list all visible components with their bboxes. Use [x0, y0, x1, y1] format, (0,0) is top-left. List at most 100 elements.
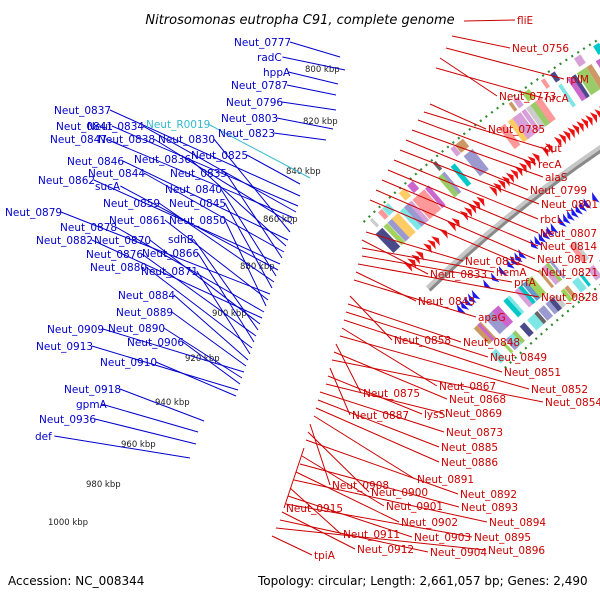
gene-label: tpiA	[314, 550, 336, 562]
feature-block	[503, 296, 523, 318]
feature-block	[545, 262, 563, 282]
gene-label: Neut_0840	[165, 184, 222, 196]
feature-block	[442, 171, 462, 194]
gene-label: Neut_0891	[417, 474, 474, 486]
forward-gene-arrow	[439, 228, 448, 239]
forward-gene-arrow	[545, 143, 553, 154]
feature-block	[540, 78, 550, 89]
leader-line	[189, 158, 287, 247]
gene-label: Neut_0838	[98, 134, 155, 146]
gene-label: Neut_0787	[231, 80, 288, 92]
leader-line	[281, 101, 337, 111]
leader-line	[225, 172, 283, 259]
gene-label: Neut_R0019	[146, 119, 210, 131]
leader-line	[275, 527, 487, 551]
gene-label: Neut_0885	[441, 442, 498, 454]
reverse-gene-arrow	[483, 279, 492, 290]
feature-block	[383, 223, 406, 246]
genome-backbone	[428, 150, 600, 292]
gene-label: Neut_0830	[158, 134, 215, 146]
gene-label: Neut_0875	[363, 388, 420, 400]
feature-block	[573, 54, 586, 67]
leader-line	[347, 303, 462, 343]
feature-block	[560, 288, 573, 302]
tick-label: 880 kbp	[240, 262, 275, 272]
leader-line	[365, 231, 464, 262]
reverse-gene-arrow	[542, 229, 551, 240]
gene-label: gpmA	[76, 399, 108, 411]
leader-line	[381, 179, 539, 247]
feature-block	[530, 100, 552, 127]
leader-line	[309, 423, 331, 486]
tick-label: 800 kbp	[305, 65, 340, 75]
leader-line	[417, 119, 537, 165]
gene-label: rplM	[566, 74, 589, 86]
gene-label: Neut_0849	[490, 352, 547, 364]
gene-label: Neut_0756	[512, 43, 569, 55]
gene-label: Neut_0773	[499, 91, 556, 103]
label-leader-lines	[54, 19, 565, 556]
leader-line	[94, 418, 197, 445]
feature-tracks	[362, 37, 600, 369]
forward-gene-arrow	[576, 121, 584, 132]
leader-line	[361, 247, 495, 273]
gene-label: def	[35, 431, 52, 443]
leader-line	[281, 511, 356, 550]
leader-line	[445, 47, 565, 80]
leader-line	[122, 160, 289, 241]
leader-line	[142, 125, 297, 213]
leader-line	[299, 463, 460, 508]
leader-line	[393, 159, 539, 220]
gene-label: Neut_0910	[100, 357, 157, 369]
leader-line	[293, 479, 488, 523]
forward-gene-arrow	[510, 169, 519, 180]
forward-gene-arrow	[562, 130, 571, 142]
leader-line	[405, 139, 529, 191]
feature-block	[535, 97, 556, 123]
gene-label: Neut_0821	[541, 267, 598, 279]
gene-label: Neut_0913	[36, 341, 93, 353]
feature-block	[553, 294, 566, 309]
feature-block	[527, 313, 544, 331]
gene-label: Neut_0837	[54, 105, 111, 117]
gene-label: Neut_0823	[218, 128, 275, 140]
reverse-gene-arrow	[514, 252, 523, 263]
leader-line	[387, 169, 539, 234]
gene-label: Neut_0901	[386, 501, 443, 513]
gene-label: Neut_0918	[64, 384, 121, 396]
forward-gene-arrow	[427, 239, 436, 250]
leader-line	[207, 123, 311, 179]
gene-label: Neut_0894	[489, 517, 546, 529]
forward-gene-arrow	[415, 251, 424, 261]
gene-label: Neut_0889	[116, 307, 173, 319]
leader-line	[411, 129, 544, 178]
feature-block	[522, 89, 535, 102]
leader-line	[224, 202, 273, 289]
gene-label: Neut_0892	[460, 489, 517, 501]
feature-block	[501, 341, 514, 354]
leader-line	[361, 255, 513, 283]
feature-block	[407, 180, 420, 194]
gene-label: Neut_0825	[191, 150, 248, 162]
gene-label: Neut_0900	[371, 487, 428, 499]
feature-block	[579, 273, 591, 287]
forward-gene-arrow	[580, 118, 589, 129]
gene-label: Neut_0852	[531, 384, 588, 396]
gene-label: Neut_0796	[226, 97, 283, 109]
feature-block	[573, 240, 590, 261]
gene-label: Neut_0896	[488, 545, 545, 557]
leader-line	[301, 455, 385, 507]
gene-label: Neut_0908	[332, 480, 389, 492]
leader-line	[141, 253, 257, 337]
leader-line	[375, 189, 536, 260]
feature-block	[416, 189, 442, 216]
leader-line	[319, 391, 445, 433]
gene-label: apaG	[478, 312, 506, 324]
feature-block	[514, 285, 536, 308]
gene-label: Neut_0859	[103, 198, 160, 210]
feature-block	[391, 212, 416, 238]
forward-gene-arrow	[553, 136, 562, 148]
reverse-gene-arrow	[562, 213, 571, 224]
gene-label: Neut_0909	[47, 324, 104, 336]
gene-label: Neut_0807	[540, 228, 597, 240]
